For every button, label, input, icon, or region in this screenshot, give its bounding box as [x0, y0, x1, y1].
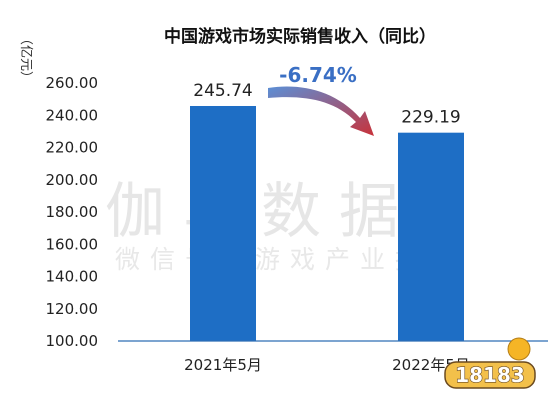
x-category-label: 2021年5月 [184, 356, 262, 374]
y-axis-label: （亿元） [18, 32, 33, 84]
y-tick-label: 100.00 [46, 332, 99, 350]
y-tick-label: 220.00 [46, 139, 99, 157]
bar-value-label: 229.19 [401, 108, 460, 128]
watermark-main: 伽马数据 [105, 177, 417, 247]
y-tick-label: 260.00 [46, 74, 99, 92]
y-tick-label: 120.00 [46, 300, 99, 318]
bar-value-label: 245.74 [193, 81, 252, 101]
chart-title: 中国游戏市场实际销售收入（同比） [164, 26, 436, 47]
y-tick-label: 140.00 [46, 268, 99, 286]
bars [190, 105, 464, 341]
change-annotation: -6.74% [279, 63, 357, 87]
y-tick-label: 200.00 [46, 171, 99, 189]
logo-sun-icon [507, 337, 531, 361]
bar [398, 132, 464, 341]
y-axis-label-group: （亿元） [18, 32, 33, 84]
data-labels: 245.74 229.19 [193, 81, 460, 128]
change-arrow [268, 86, 374, 136]
y-tick-label: 240.00 [46, 106, 99, 124]
y-axis-ticks: 100.00 120.00 140.00 160.00 180.00 200.00 220.… [46, 74, 99, 350]
logo-text: 18183 [455, 363, 525, 387]
logo-badge [444, 361, 536, 389]
y-tick-label: 160.00 [46, 235, 99, 253]
category-labels: 2021年5月 2022年5月 [184, 356, 470, 374]
bar [190, 105, 256, 341]
y-tick-label: 180.00 [46, 203, 99, 221]
site-logo: 18183 [444, 337, 536, 389]
